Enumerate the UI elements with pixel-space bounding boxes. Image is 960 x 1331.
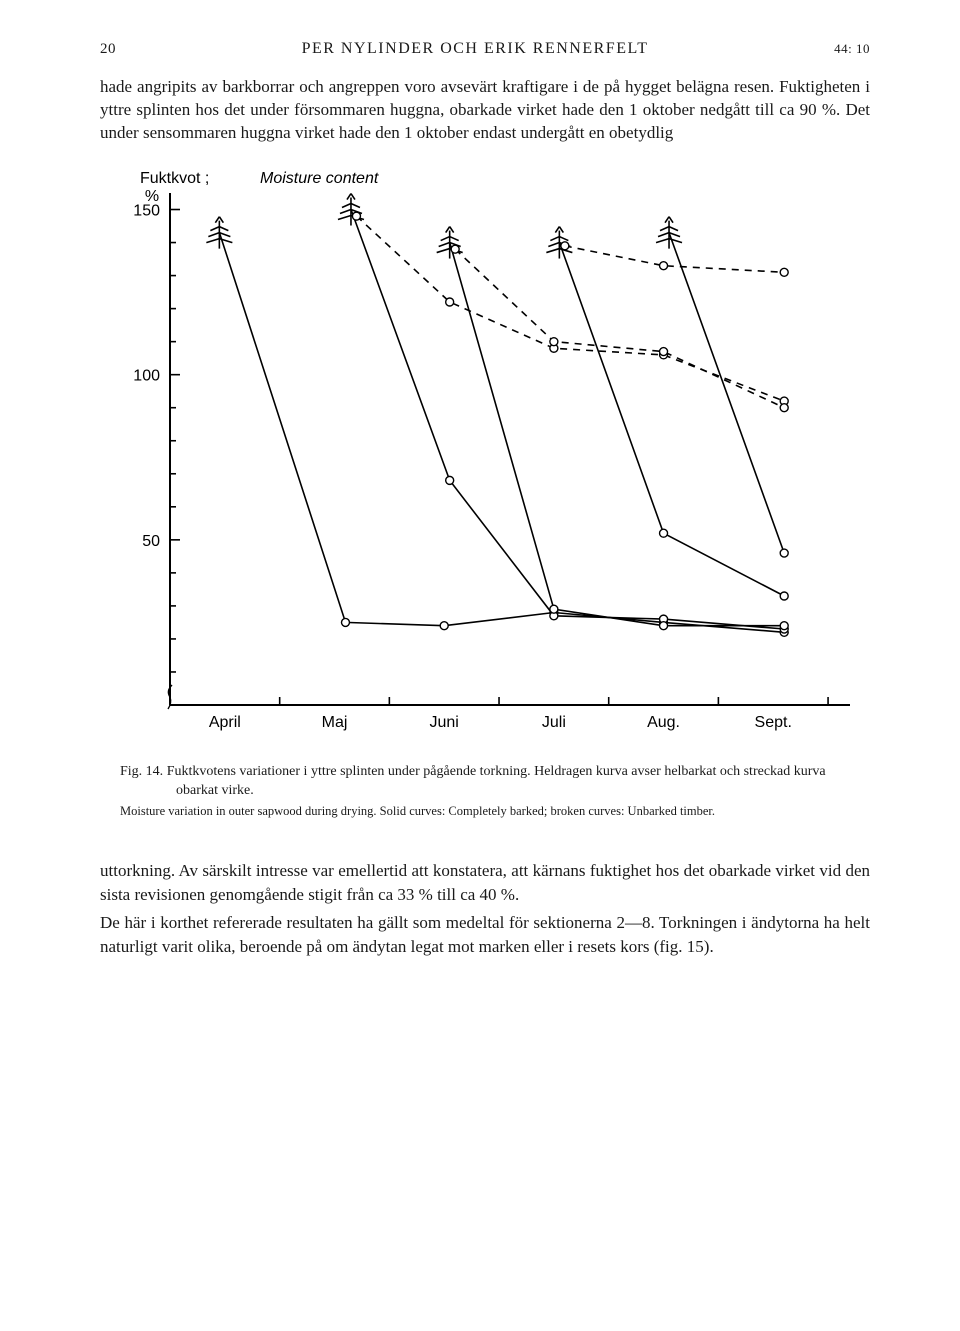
svg-text:%: %: [145, 188, 159, 205]
page-header: 20 PER NYLINDER OCH ERIK RENNERFELT 44: …: [100, 40, 870, 58]
svg-text:Fuktkvot ;: Fuktkvot ;: [140, 170, 209, 187]
page-number-right: 44: 10: [834, 41, 870, 57]
header-authors: PER NYLINDER OCH ERIK RENNERFELT: [116, 40, 834, 58]
svg-text:50: 50: [142, 533, 160, 550]
paragraph-bottom-2: De här i korthet refererade resultaten h…: [100, 911, 870, 959]
svg-text:100: 100: [133, 367, 160, 384]
svg-text:April: April: [209, 714, 241, 731]
svg-text:Maj: Maj: [322, 714, 348, 731]
svg-text:Sept.: Sept.: [755, 714, 792, 731]
caption-english: Moisture variation in outer sapwood duri…: [120, 803, 850, 820]
svg-text:Moisture content: Moisture content: [260, 170, 379, 187]
svg-text:150: 150: [133, 202, 160, 219]
svg-text:Juni: Juni: [430, 714, 459, 731]
paragraph-top: hade angripits av barkborrar och angrepp…: [100, 76, 870, 145]
svg-text:Juli: Juli: [542, 714, 566, 731]
caption-swedish: Fuktkvotens variationer i yttre splinten…: [167, 764, 826, 798]
moisture-chart: 50 100 150 April Maj Juni Juli Aug. Sept. Fuktkvo…: [100, 163, 870, 753]
page-number-left: 20: [100, 41, 116, 58]
svg-text:Aug.: Aug.: [647, 714, 680, 731]
paragraph-bottom-1: uttorkning. Av särskilt intresse var eme…: [100, 859, 870, 907]
figure-caption: Fig. 14. Fuktkvotens variationer i yttre…: [120, 763, 850, 820]
caption-lead: Fig. 14.: [120, 764, 163, 779]
